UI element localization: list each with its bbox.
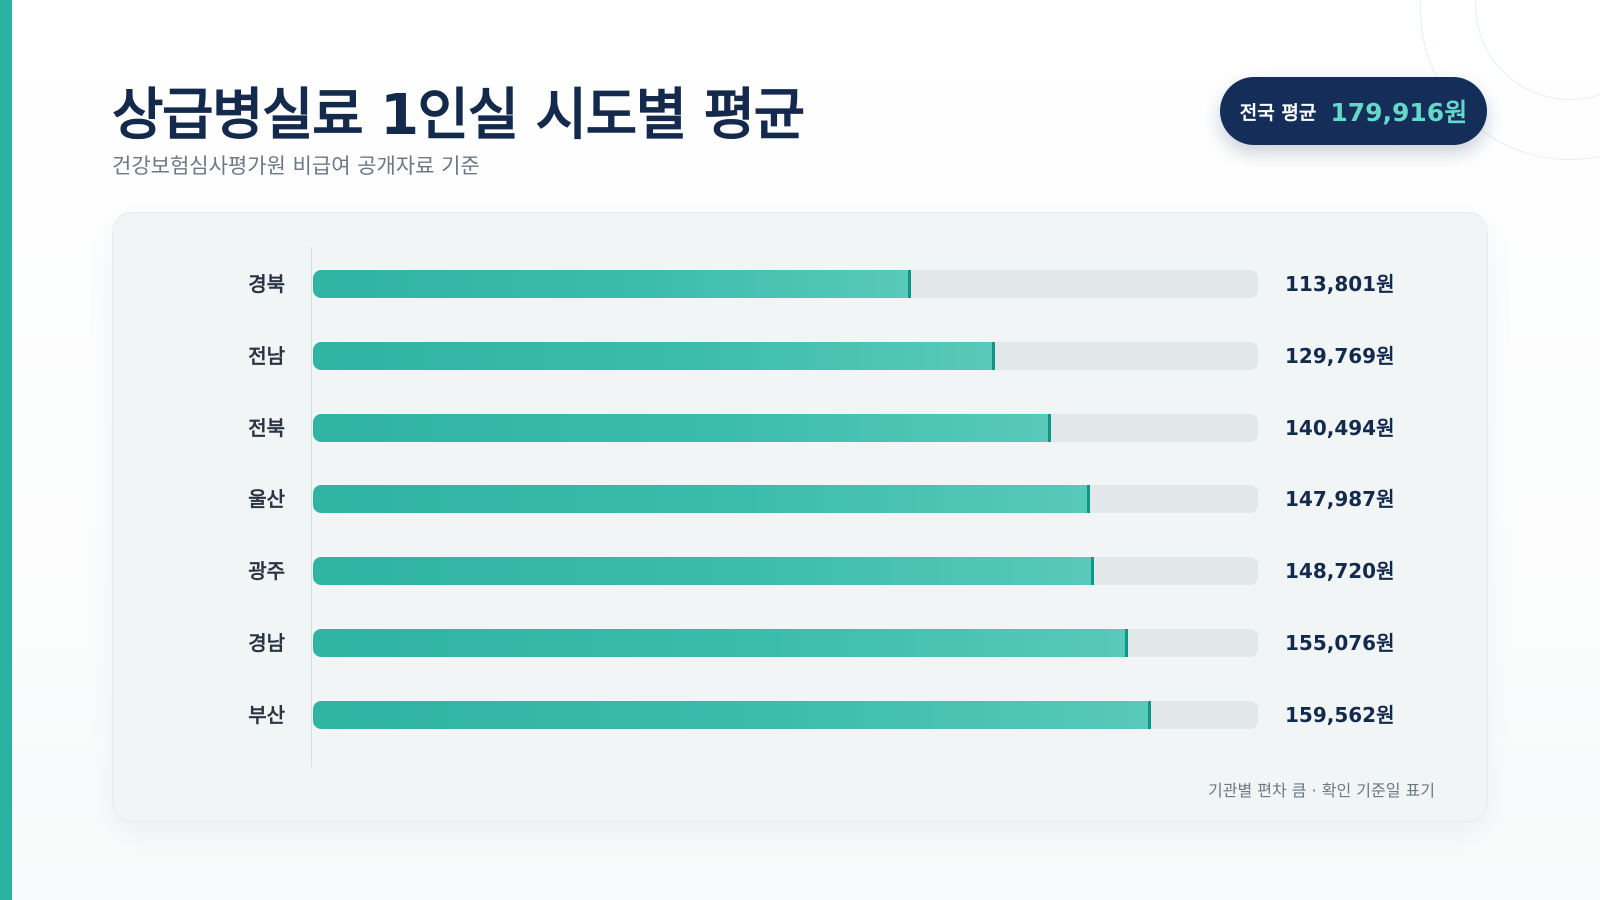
bar — [313, 413, 1051, 442]
bar-track — [313, 341, 1258, 370]
bar — [313, 557, 1094, 586]
bar-value-label: 155,076원 — [1285, 631, 1395, 655]
bar — [313, 700, 1151, 729]
bar — [313, 270, 911, 298]
bar-value-label: 148,720원 — [1285, 559, 1395, 584]
bar-row: 전북 140,494원 — [113, 413, 1489, 442]
bar — [313, 629, 1128, 657]
accent-bar — [0, 0, 12, 900]
national-average-badge: 전국 평균 179,916원 — [1220, 77, 1487, 145]
bar — [313, 341, 995, 370]
bar-category-label: 부산 — [248, 702, 285, 727]
bar-row: 경남 155,076원 — [113, 629, 1489, 657]
page-title: 상급병실료 1인실 시도별 평균 — [112, 83, 805, 148]
bar-category-label: 경북 — [248, 272, 285, 296]
bar-row: 광주 148,720원 — [113, 557, 1489, 586]
bar-track — [313, 629, 1258, 657]
page-subtitle: 건강보험심사평가원 비급여 공개자료 기준 — [112, 154, 480, 178]
bar-value-label: 147,987원 — [1285, 487, 1395, 512]
national-average-label: 전국 평균 — [1239, 101, 1317, 124]
bar-track — [313, 270, 1258, 298]
national-average-value: 179,916원 — [1330, 98, 1468, 127]
bar-category-label: 경남 — [248, 631, 285, 655]
bar-row: 전남 129,769원 — [113, 341, 1489, 370]
bar-row: 경북 113,801원 — [113, 270, 1489, 298]
bar-track — [313, 485, 1258, 514]
bar-track — [313, 700, 1258, 729]
bar-category-label: 울산 — [248, 487, 285, 512]
bar-track — [313, 413, 1258, 442]
bar-value-label: 140,494원 — [1285, 415, 1395, 440]
bar — [313, 485, 1090, 514]
bar-category-label: 전북 — [248, 415, 285, 440]
bar-value-label: 129,769원 — [1285, 343, 1395, 368]
bar-row: 울산 147,987원 — [113, 485, 1489, 514]
bar-track — [313, 557, 1258, 586]
bar-category-label: 전남 — [248, 343, 285, 368]
bar-row: 부산 159,562원 — [113, 700, 1489, 729]
chart-footnote: 기관별 편차 큼 · 확인 기준일 표기 — [1208, 781, 1435, 800]
bar-value-label: 159,562원 — [1285, 702, 1395, 727]
bar-value-label: 113,801원 — [1285, 272, 1395, 296]
bar-category-label: 광주 — [248, 559, 285, 584]
chart-axis-line — [311, 247, 312, 767]
